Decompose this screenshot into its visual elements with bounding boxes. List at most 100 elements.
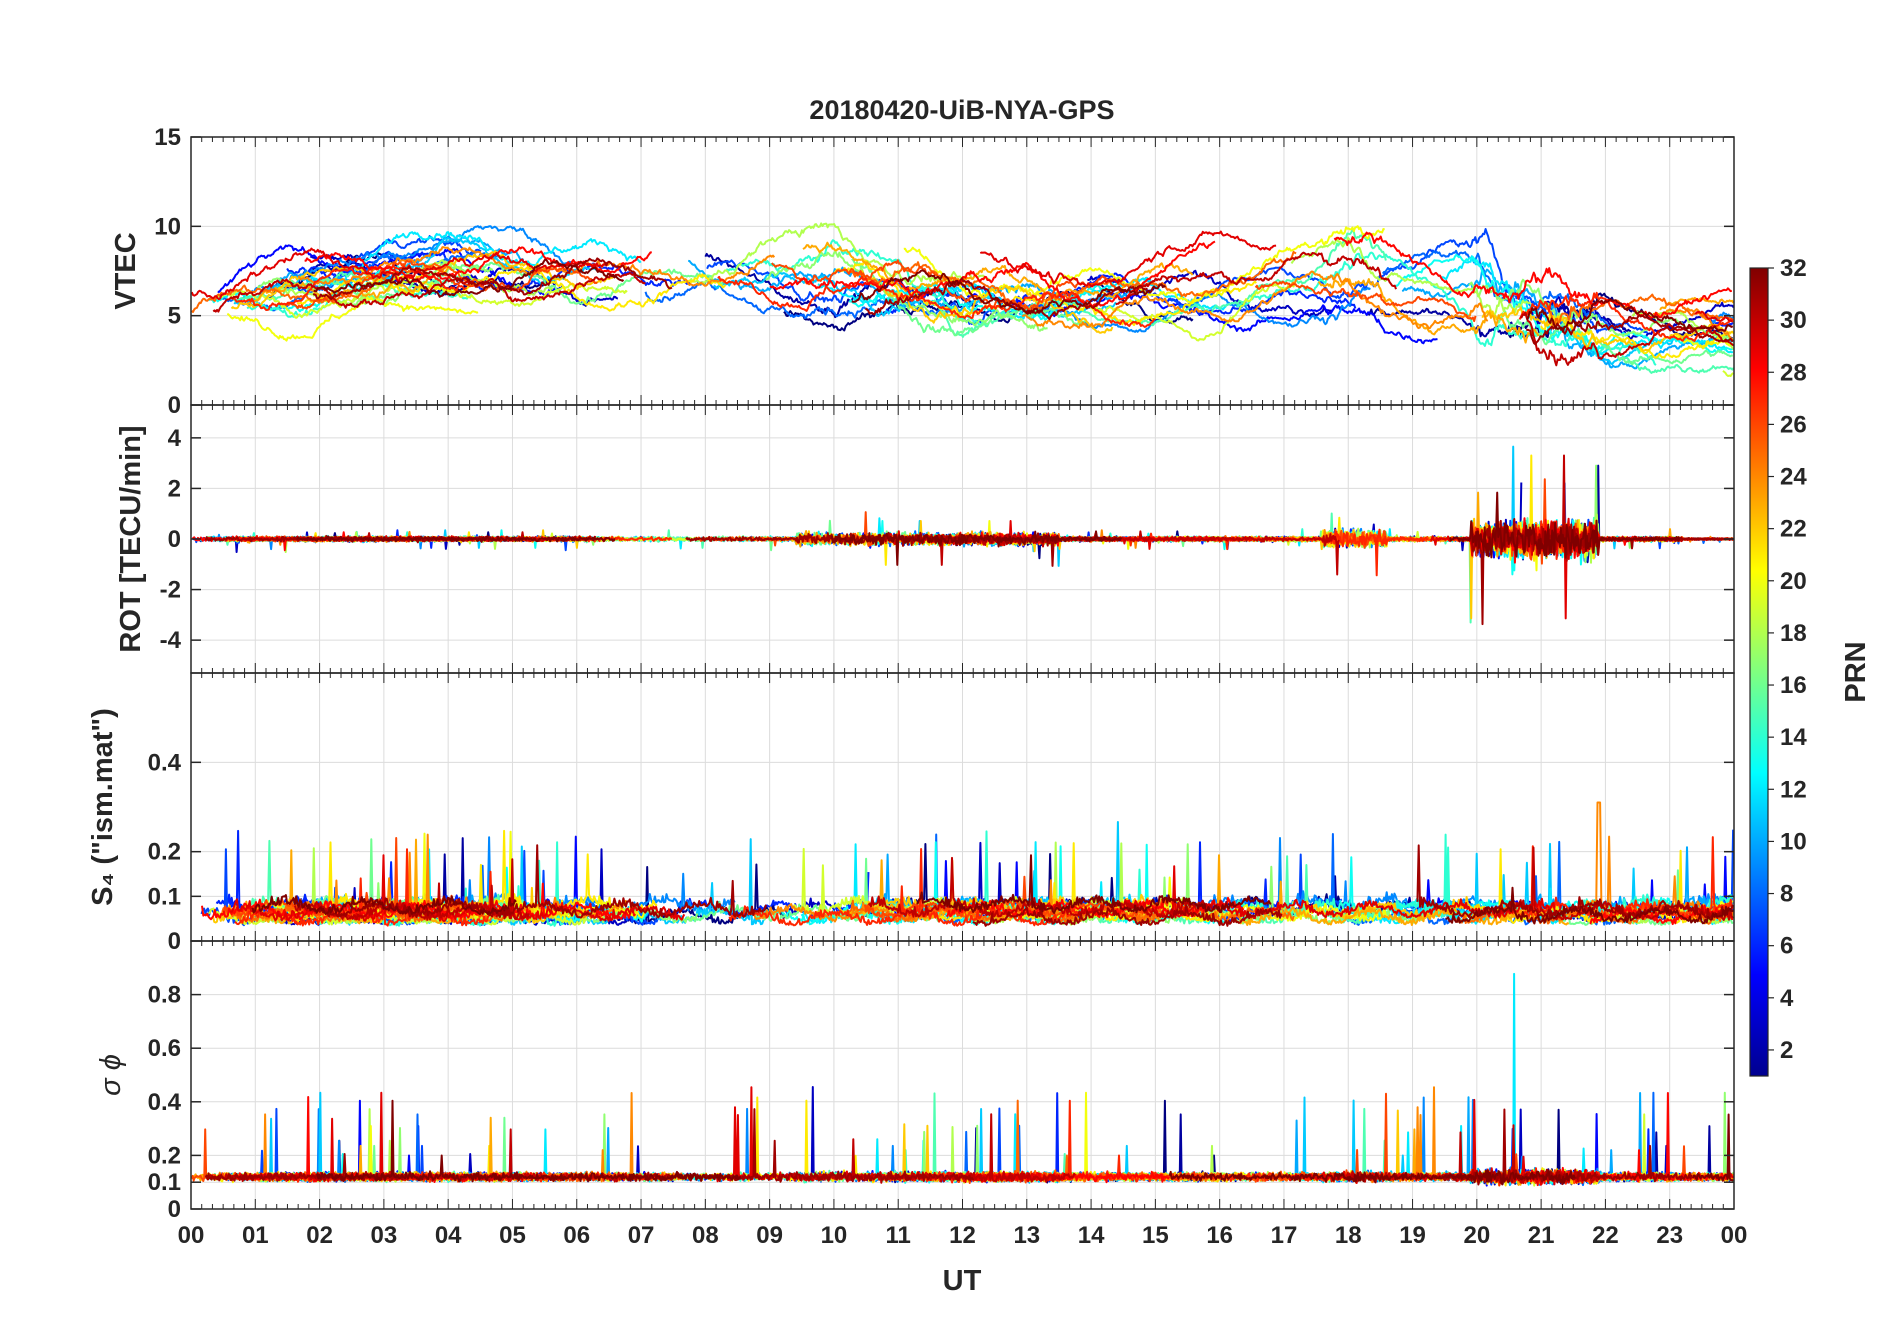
sigma-phi-ytick-label: 0 <box>168 1196 181 1223</box>
colorbar-tick-label: 10 <box>1780 828 1807 855</box>
s4-series-prn-27 <box>728 848 1080 927</box>
sigma-phi-series-prn-32 <box>1691 1113 1734 1182</box>
vtec-series-prn-9 <box>250 225 573 293</box>
vtec-series-prn-20 <box>226 296 479 342</box>
x-tick-label: 16 <box>1206 1222 1233 1249</box>
colorbar-tick-label: 12 <box>1780 776 1807 803</box>
panel-s4: 0 0.1 0.2 0.4 S₄ ("ism.mat") <box>87 672 1735 955</box>
vtec-series-prn-27 <box>1518 291 1734 342</box>
panel-vtec: 0 5 10 15 VTEC <box>110 124 1735 419</box>
colorbar-tick-label: 24 <box>1780 464 1807 491</box>
rot-series-prn-21 <box>1226 454 1675 562</box>
x-tick-label: 02 <box>306 1222 333 1249</box>
sigma-phi-series-prn-31 <box>204 1153 404 1182</box>
sigma-phi-series-prn-15 <box>1223 1107 1685 1184</box>
colorbar-tick-label: 18 <box>1780 620 1807 647</box>
vtec-series-prn-19 <box>1088 282 1296 342</box>
rot-series <box>191 445 1734 626</box>
vtec-series-prn-9 <box>1710 311 1734 325</box>
colorbar-tick-label: 2 <box>1780 1037 1793 1064</box>
vtec-series-prn-30 <box>212 271 646 313</box>
sigma-phi-series-prn-15 <box>735 1092 1107 1184</box>
s4-series-prn-29 <box>1123 865 1563 920</box>
rot-series-prn-32 <box>830 530 1123 566</box>
sigma-phi-ytick-label: 0.8 <box>148 982 181 1009</box>
sigma-phi-ytick-label: 0.6 <box>148 1035 181 1062</box>
s4-ylabel: S₄ ("ism.mat") <box>87 708 119 906</box>
vtec-ytick-label: 5 <box>168 303 181 330</box>
x-tick-label: 00 <box>1721 1222 1748 1249</box>
vtec-series-prn-25 <box>191 262 484 313</box>
rot-ticks: -4 -2 0 2 4 <box>160 405 1735 673</box>
sigma-phi-ytick-label: 0.2 <box>148 1142 181 1169</box>
colorbar-tick-label: 28 <box>1780 359 1807 386</box>
sigma-phi-series-prn-11 <box>1302 1096 1501 1184</box>
s4-series-prn-23 <box>222 838 493 925</box>
x-tick-label: 19 <box>1399 1222 1426 1249</box>
s4-ytick-label: 0 <box>168 928 181 955</box>
x-tick-label: 14 <box>1078 1222 1105 1249</box>
chart-title: 20180420-UiB-NYA-GPS <box>809 95 1114 125</box>
sigma-phi-series-prn-7 <box>216 1107 509 1183</box>
colorbar-tick-label: 30 <box>1780 307 1807 334</box>
x-tick-label: 07 <box>628 1222 655 1249</box>
vtec-series-prn-23 <box>1317 277 1540 344</box>
x-axis-label: UT <box>943 1265 982 1297</box>
sigma-phi-series-prn-25 <box>1000 1099 1398 1183</box>
sigma-phi-series-prn-20 <box>1026 1091 1434 1183</box>
x-tick-label: 23 <box>1656 1222 1683 1249</box>
sigma-phi-series-prn-12 <box>1291 972 1640 1186</box>
vtec-series-prn-29 <box>1694 310 1733 323</box>
x-tick-label: 11 <box>886 1222 911 1249</box>
sigma-phi-series <box>191 972 1734 1187</box>
vtec-ylabel: VTEC <box>110 232 142 309</box>
colorbar-tick-label: 20 <box>1780 568 1807 595</box>
colorbar-gradient <box>1749 267 1769 1077</box>
vtec-series-prn-27 <box>717 275 1156 328</box>
vtec-series <box>191 222 1734 377</box>
vtec-series-prn-16 <box>851 258 1088 337</box>
vtec-ytick-label: 0 <box>168 392 181 419</box>
x-tick-label: 00 <box>178 1222 205 1249</box>
x-tick-label: 12 <box>949 1222 976 1249</box>
sigma-phi-series-prn-31 <box>630 1108 975 1183</box>
vtec-series-prn-32 <box>851 269 1167 315</box>
rot-ytick-label: 2 <box>168 475 181 502</box>
rot-series-prn-3 <box>1078 482 1523 558</box>
rot-ytick-label: -4 <box>160 627 182 654</box>
s4-series-prn-32 <box>1445 886 1734 925</box>
x-tick-label: 15 <box>1142 1222 1169 1249</box>
x-tick-label: 10 <box>821 1222 848 1249</box>
colorbar-tick-label: 16 <box>1780 672 1807 699</box>
s4-series-prn-31 <box>972 904 1283 927</box>
colorbar-tick-label: 22 <box>1780 516 1807 543</box>
panel-rot: -4 -2 0 2 4 ROT [TECU/min] <box>115 404 1735 674</box>
vtec-ytick-label: 15 <box>154 124 181 151</box>
colorbar-tick-label: 4 <box>1780 985 1794 1012</box>
colorbar-tick-label: 32 <box>1780 255 1807 282</box>
x-axis-tick-labels: 00 01 02 03 04 05 06 07 08 09 10 11 12 13 14 15 16 17 18 19… <box>178 1222 1748 1249</box>
vtec-series-prn-24 <box>1021 270 1489 330</box>
sigma-phi-ylabel: σ ϕ <box>95 1054 127 1096</box>
x-tick-label: 22 <box>1592 1222 1619 1249</box>
vtec-ytick-label: 10 <box>154 213 181 240</box>
vtec-series-prn-26 <box>1254 280 1477 323</box>
sigma-phi-series-prn-9 <box>667 1107 905 1183</box>
vtec-series-prn-29 <box>191 247 608 301</box>
s4-ytick-label: 0.4 <box>148 749 182 776</box>
s4-ticks: 0 0.1 0.2 0.4 <box>148 673 1735 955</box>
sigma-phi-series-prn-6 <box>882 1092 1269 1184</box>
rot-ylabel: ROT [TECU/min] <box>115 425 147 652</box>
x-tick-label: 17 <box>1271 1222 1298 1249</box>
colorbar-label: PRN <box>1840 641 1872 702</box>
x-tick-label: 01 <box>242 1222 269 1249</box>
vtec-series-prn-14 <box>1235 251 1657 366</box>
x-tick-label: 04 <box>435 1222 462 1249</box>
sigma-phi-grid <box>191 941 1734 1209</box>
rot-series-prn-32 <box>296 535 616 543</box>
vtec-series-prn-31 <box>1525 314 1734 346</box>
x-tick-label: 09 <box>756 1222 783 1249</box>
rot-series-prn-32 <box>1449 491 1681 559</box>
